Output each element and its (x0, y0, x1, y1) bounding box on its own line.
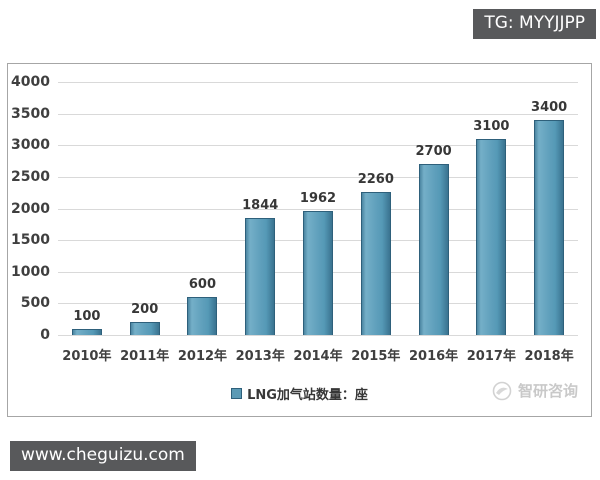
chart-area: 0 500 1000 1500 2000 2500 3000 3500 4000 100 200 6… (7, 63, 592, 417)
bar-slot: 200 (116, 82, 174, 335)
bar-value-label: 2260 (357, 172, 394, 188)
gridline (58, 113, 578, 115)
gridline (58, 335, 578, 336)
gridline (58, 145, 578, 147)
bar-2016年 (418, 164, 449, 335)
bar-2010年 (71, 328, 102, 335)
bar-value-label: 100 (73, 308, 101, 324)
x-axis-tick-label: 2010年 (62, 349, 112, 364)
bars: 100 200 600 1844 1962 2260 2700 3100 3400 (58, 82, 578, 335)
bar-2017年 (476, 138, 507, 335)
website-badge: www.cheguizu.com (10, 441, 196, 471)
zhiyan-logo-icon (492, 381, 512, 401)
bar-slot: 3400 (520, 82, 578, 335)
gridline (58, 82, 578, 83)
bar-slot: 3100 (462, 82, 520, 335)
y-axis-tick-label: 1500 (11, 232, 50, 249)
legend-marker-icon (231, 388, 243, 399)
bar-2015年 (360, 192, 391, 335)
x-axis-tick-label: 2016年 (408, 349, 459, 364)
y-axis-tick-label: 1000 (11, 263, 50, 280)
y-axis-tick-label: 3500 (11, 105, 50, 122)
bar-value-label: 1844 (242, 198, 279, 214)
y-axis-tick-label: 2500 (11, 168, 50, 185)
watermark-label: 智研咨询 (517, 382, 578, 400)
x-axis-tick-label: 2012年 (177, 349, 228, 364)
bar-2012年 (187, 297, 218, 335)
bar-value-label: 200 (131, 302, 159, 318)
x-axis-tick-label: 2017年 (466, 349, 516, 364)
x-axis-tick-label: 2015年 (351, 349, 401, 364)
bar-slot: 600 (174, 82, 232, 335)
bar-2014年 (303, 210, 334, 335)
x-axis-labels: 2010年 2011年 2012年 2013年 2014年 2015年 2016年 2017年… (58, 345, 578, 364)
bar-slot: 2260 (347, 82, 405, 335)
bar-2018年 (534, 119, 565, 335)
bar-2013年 (245, 218, 276, 335)
bar-value-label: 3100 (473, 118, 510, 134)
plot-area: 100 200 600 1844 1962 2260 2700 3100 3400 (58, 82, 578, 336)
y-axis-tick-label: 500 (20, 295, 50, 312)
x-axis-tick-label: 2011年 (120, 349, 170, 364)
bar-slot: 100 (58, 82, 116, 335)
y-axis-tick-label: 3000 (11, 137, 50, 154)
bar-value-label: 3400 (531, 99, 568, 115)
bar-slot: 1962 (289, 82, 347, 335)
x-axis-tick-label: 2014年 (293, 349, 343, 364)
gridline (58, 208, 578, 210)
y-axis-tick-label: 2000 (11, 200, 50, 217)
bar-value-label: 600 (188, 277, 217, 293)
y-axis-tick-label: 4000 (11, 74, 50, 90)
bar-slot: 2700 (405, 82, 463, 335)
x-axis-tick-label: 2018年 (524, 349, 574, 364)
x-axis-tick-label: 2013年 (235, 349, 285, 364)
bar-value-label: 1962 (299, 190, 337, 206)
gridline (58, 176, 578, 178)
tg-badge: TG: MYYJJPP (473, 9, 596, 39)
bar-slot: 1844 (231, 82, 289, 335)
watermark: 智研咨询 (492, 380, 578, 401)
y-axis-tick-label: 0 (40, 327, 50, 343)
legend-label: LNG加气站数量：座 (247, 388, 368, 403)
bar-value-label: 2700 (415, 144, 452, 160)
bar-2011年 (129, 322, 160, 335)
chart-legend: LNG加气站数量：座 (8, 384, 591, 403)
